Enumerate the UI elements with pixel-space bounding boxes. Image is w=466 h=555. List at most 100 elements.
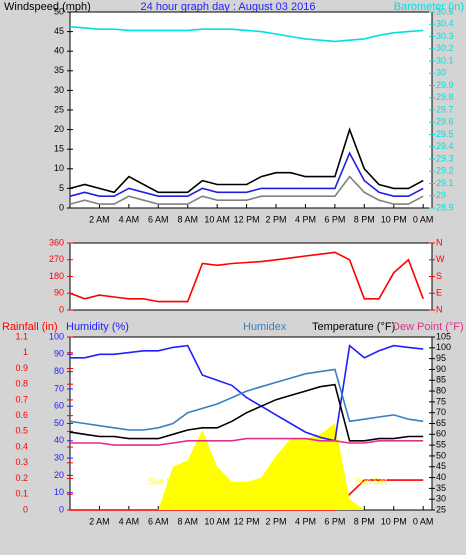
y-tick-label: 40 [54, 46, 64, 56]
y2-tick-label: E [436, 288, 442, 298]
y-tick-label: 0 [59, 504, 64, 514]
line [69, 368, 424, 431]
x-tick-label: 2 PM [266, 214, 287, 224]
y-tick-label: 360 [49, 237, 64, 247]
y-axis-label: Windspeed (mph) [4, 1, 91, 13]
y-tick-label: 90 [54, 288, 64, 298]
y2-tick-label: 30 [436, 494, 446, 504]
y2-tick-label: 29.5 [436, 129, 454, 139]
x-tick-label: 10 AM [204, 214, 230, 224]
y2-tick-label: 30.3 [436, 31, 454, 41]
line [69, 383, 424, 442]
y2-tick-label: 100 [436, 342, 451, 352]
x-tick-label: 10 PM [381, 516, 407, 526]
y2-tick-label: 45 [436, 461, 446, 471]
y2-tick-label: 29.2 [436, 166, 454, 176]
plot-area [69, 242, 433, 311]
y2-tick-label: 90 [436, 364, 446, 374]
y2-tick-label: 29.9 [436, 80, 454, 90]
y2-tick-label: 29.4 [436, 141, 454, 151]
y-tick-label: 15 [54, 144, 64, 154]
line [69, 25, 424, 43]
y2-tick-label: 40 [436, 472, 446, 482]
y2-tick-label: 95 [436, 353, 446, 363]
x-tick-label: 6 AM [148, 516, 169, 526]
annotation: Sun Rise [148, 476, 185, 486]
y3-tick-label: 0.2 [15, 473, 28, 483]
x-tick-label: 0 AM [413, 516, 434, 526]
y-tick-label: 100 [49, 331, 64, 341]
line [69, 251, 424, 303]
y2-tick-label: 29.1 [436, 178, 454, 188]
y2-tick-label: 75 [436, 396, 446, 406]
x-tick-label: 10 AM [204, 516, 230, 526]
line [70, 437, 424, 446]
area [70, 423, 424, 510]
x-tick-label: 6 AM [148, 214, 169, 224]
y2-tick-label: 30.1 [436, 55, 454, 65]
x-tick-label: 4 AM [119, 214, 140, 224]
x-tick-label: 12 PM [234, 214, 260, 224]
y3-tick-label: 1 [23, 347, 28, 357]
legend-entry: Temperature (°F) [312, 321, 395, 333]
legend-entry: Humidex [243, 321, 287, 333]
y-tick-label: 60 [54, 401, 64, 411]
plot-area [69, 11, 433, 209]
y-tick-label: 0 [59, 304, 64, 314]
y3-tick-label: 0.8 [15, 379, 28, 389]
y-tick-label: 0 [59, 202, 64, 212]
y2-tick-label: 50 [436, 450, 446, 460]
y2-tick-label: 29.3 [436, 153, 454, 163]
y-tick-label: 35 [54, 65, 64, 75]
y2-tick-label: S [436, 271, 442, 281]
y-tick-label: 20 [54, 124, 64, 134]
y3-tick-label: 1.1 [15, 331, 28, 341]
y2-tick-label: N [436, 304, 443, 314]
legend-entry: Dew Point (°F) [392, 321, 464, 333]
y-tick-label: 45 [54, 26, 64, 36]
x-tick-label: 8 PM [354, 516, 375, 526]
x-tick-label: 8 AM [177, 516, 198, 526]
y2-tick-label: 30.2 [436, 43, 454, 53]
y2-tick-label: N [436, 237, 443, 247]
y2-tick-label: 29.7 [436, 104, 454, 114]
y-tick-label: 25 [54, 104, 64, 114]
x-tick-label: 6 PM [324, 214, 345, 224]
x-tick-label: 4 AM [119, 516, 140, 526]
y3-tick-label: 0 [23, 504, 28, 514]
x-tick-label: 6 PM [324, 516, 345, 526]
y-tick-label: 90 [54, 349, 64, 359]
y2-tick-label: 29.8 [436, 92, 454, 102]
y2-tick-label: 55 [436, 440, 446, 450]
y2-tick-label: 65 [436, 418, 446, 428]
y2-tick-label: 25 [436, 504, 446, 514]
y-tick-label: 80 [54, 366, 64, 376]
y3-tick-label: 0.4 [15, 441, 28, 451]
x-tick-label: 0 AM [413, 214, 434, 224]
legend-entry: Humidity (%) [66, 321, 129, 333]
line [69, 127, 424, 194]
y-tick-label: 270 [49, 254, 64, 264]
y-tick-label: 30 [54, 85, 64, 95]
y2-tick-label: 29.6 [436, 117, 454, 127]
y2-tick-label: 28.9 [436, 202, 454, 212]
y2-tick-label: 30 [436, 68, 446, 78]
x-tick-label: 8 AM [177, 214, 198, 224]
y2-tick-label: 30.5 [436, 6, 454, 16]
x-tick-label: 12 PM [234, 516, 260, 526]
x-tick-label: 2 PM [266, 516, 287, 526]
legend-entry: Rainfall (in) [2, 321, 58, 333]
y-tick-label: 30 [54, 452, 64, 462]
y3-tick-label: 0.7 [15, 394, 28, 404]
y-tick-label: 10 [54, 487, 64, 497]
y-tick-label: 180 [49, 271, 64, 281]
x-tick-label: 8 PM [354, 214, 375, 224]
x-tick-label: 2 AM [89, 214, 110, 224]
y-tick-label: 50 [54, 418, 64, 428]
y3-tick-label: 0.1 [15, 489, 28, 499]
line [70, 344, 424, 442]
line [69, 175, 424, 205]
y3-tick-label: 0.5 [15, 426, 28, 436]
y2-tick-label: 29 [436, 190, 446, 200]
